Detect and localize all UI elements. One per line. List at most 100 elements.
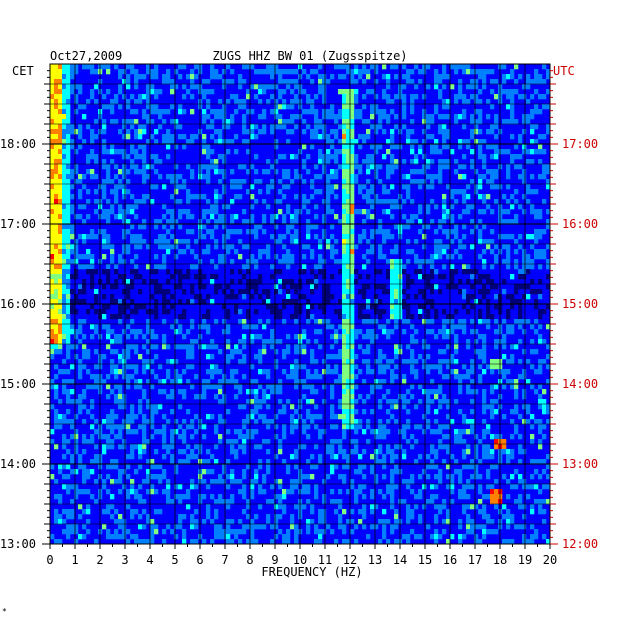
heatmap-cell [162, 469, 167, 475]
heatmap-cell [246, 244, 251, 250]
heatmap-cell [342, 209, 347, 215]
heatmap-cell [246, 539, 251, 545]
heatmap-cell [386, 114, 391, 120]
heatmap-cell [150, 294, 155, 300]
heatmap-cell [462, 114, 467, 120]
heatmap-cell [278, 199, 283, 205]
heatmap-cell [482, 199, 487, 205]
heatmap-cell [430, 444, 435, 450]
heatmap-cell [422, 139, 427, 145]
heatmap-cell [106, 199, 111, 205]
heatmap-cell [50, 249, 55, 255]
heatmap-cell [342, 174, 347, 180]
heatmap-cell [226, 459, 231, 465]
heatmap-cell [406, 189, 411, 195]
heatmap-cell [434, 84, 439, 90]
heatmap-cell [462, 449, 467, 455]
heatmap-cell [534, 419, 539, 425]
heatmap-cell [366, 419, 371, 425]
heatmap-cell [530, 189, 535, 195]
heatmap-cell [346, 384, 351, 390]
heatmap-cell [186, 239, 191, 245]
heatmap-cell [506, 119, 511, 125]
heatmap-cell [310, 184, 315, 190]
heatmap-cell [330, 344, 335, 350]
heatmap-cell [406, 294, 411, 300]
heatmap-cell [518, 524, 523, 530]
heatmap-cell [286, 79, 291, 85]
heatmap-cell [62, 369, 67, 375]
heatmap-cell [86, 264, 91, 270]
heatmap-cell [202, 134, 207, 140]
heatmap-cell [466, 419, 471, 425]
heatmap-cell [486, 69, 491, 75]
heatmap-cell [510, 109, 515, 115]
left-tick-label: 18:00 [0, 137, 36, 151]
heatmap-cell [58, 494, 63, 500]
heatmap-cell [114, 394, 119, 400]
heatmap-cell [178, 199, 183, 205]
heatmap-cell [154, 89, 159, 95]
heatmap-cell [486, 469, 491, 475]
heatmap-cell [314, 329, 319, 335]
heatmap-cell [282, 124, 287, 130]
heatmap-cell [366, 394, 371, 400]
heatmap-cell [118, 274, 123, 280]
heatmap-cell [506, 294, 511, 300]
heatmap-cell [446, 539, 451, 545]
heatmap-cell [206, 484, 211, 490]
heatmap-cell [346, 139, 351, 145]
heatmap-cell [114, 64, 119, 70]
heatmap-cell [542, 499, 547, 505]
heatmap-cell [330, 424, 335, 430]
heatmap-cell [418, 494, 423, 500]
heatmap-cell [266, 419, 271, 425]
heatmap-cell [366, 249, 371, 255]
heatmap-cell [462, 414, 467, 420]
heatmap-cell [382, 89, 387, 95]
heatmap-cell [418, 314, 423, 320]
heatmap-cell [162, 429, 167, 435]
heatmap-cell [450, 284, 455, 290]
heatmap-cell [130, 149, 135, 155]
heatmap-cell [538, 359, 543, 365]
heatmap-cell [78, 289, 83, 295]
heatmap-cell [430, 114, 435, 120]
heatmap-cell [214, 529, 219, 535]
heatmap-cell [202, 379, 207, 385]
heatmap-cell [530, 534, 535, 540]
heatmap-cell [70, 299, 75, 305]
heatmap-cell [378, 109, 383, 115]
heatmap-cell [242, 529, 247, 535]
heatmap-cell [226, 379, 231, 385]
heatmap-cell [238, 309, 243, 315]
heatmap-cell [390, 399, 395, 405]
heatmap-cell [402, 109, 407, 115]
heatmap-cell [394, 354, 399, 360]
heatmap-cell [462, 209, 467, 215]
heatmap-cell [286, 104, 291, 110]
heatmap-cell [294, 154, 299, 160]
heatmap-cell [58, 84, 63, 90]
heatmap-cell [278, 379, 283, 385]
heatmap-cell [266, 244, 271, 250]
heatmap-cell [382, 524, 387, 530]
heatmap-cell [150, 184, 155, 190]
heatmap-cell [170, 409, 175, 415]
heatmap-cell [66, 129, 71, 135]
heatmap-cell [274, 99, 279, 105]
heatmap-cell [282, 459, 287, 465]
heatmap-cell [202, 344, 207, 350]
heatmap-cell [442, 499, 447, 505]
heatmap-cell [250, 294, 255, 300]
heatmap-cell [486, 319, 491, 325]
heatmap-cell [202, 224, 207, 230]
heatmap-cell [70, 174, 75, 180]
heatmap-cell [178, 344, 183, 350]
heatmap-cell [62, 139, 67, 145]
heatmap-cell [134, 244, 139, 250]
heatmap-cell [178, 314, 183, 320]
heatmap-cell [202, 234, 207, 240]
heatmap-cell [182, 394, 187, 400]
heatmap-cell [534, 214, 539, 220]
